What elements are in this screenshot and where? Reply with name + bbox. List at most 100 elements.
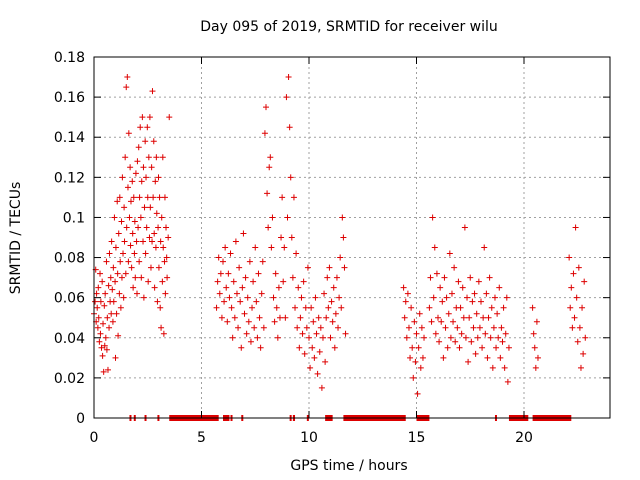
- data-point: [298, 294, 305, 301]
- data-point: [319, 334, 326, 341]
- data-point: [138, 178, 145, 185]
- data-point: [235, 324, 242, 331]
- data-point: [581, 278, 588, 285]
- data-point: [467, 274, 474, 281]
- data-point: [529, 304, 536, 311]
- data-point: [274, 334, 281, 341]
- data-point: [458, 330, 465, 337]
- data-point: [419, 354, 426, 361]
- data-point: [532, 364, 539, 371]
- data-point: [129, 178, 136, 185]
- data-point: [97, 298, 104, 305]
- data-point: [140, 294, 147, 301]
- data-point: [426, 304, 433, 311]
- data-point: [96, 338, 103, 345]
- data-point: [223, 284, 230, 291]
- data-point: [255, 270, 262, 277]
- data-point: [476, 324, 483, 331]
- data-point: [135, 224, 142, 231]
- data-point: [313, 330, 320, 337]
- data-point: [455, 278, 462, 285]
- data-point: [160, 244, 167, 251]
- data-point: [215, 254, 222, 261]
- data-point: [100, 368, 107, 375]
- data-point: [110, 298, 117, 305]
- data-point: [106, 324, 113, 331]
- x-tick-label: 0: [90, 430, 99, 446]
- data-point: [330, 284, 337, 291]
- data-point: [154, 298, 161, 305]
- data-point: [159, 278, 166, 285]
- data-point: [502, 330, 509, 337]
- data-point: [118, 274, 125, 281]
- data-point: [103, 258, 110, 265]
- data-point: [103, 346, 110, 353]
- data-point: [575, 264, 582, 271]
- data-point: [495, 334, 502, 341]
- data-point: [93, 290, 100, 297]
- data-point: [231, 314, 238, 321]
- data-point: [164, 274, 171, 281]
- data-point: [105, 282, 112, 289]
- data-point: [133, 238, 140, 245]
- data-point: [151, 284, 158, 291]
- data-point: [315, 314, 322, 321]
- data-point: [281, 244, 288, 251]
- data-point: [134, 290, 140, 297]
- data-point: [412, 358, 419, 365]
- data-point: [435, 314, 441, 321]
- data-point: [151, 230, 158, 237]
- data-point: [272, 270, 279, 277]
- data-point: [121, 238, 128, 245]
- data-point: [322, 358, 329, 365]
- data-point: [247, 338, 254, 345]
- data-point: [567, 304, 574, 311]
- data-point: [490, 324, 497, 331]
- data-point: [442, 324, 449, 331]
- data-point: [414, 390, 421, 397]
- data-point: [301, 350, 308, 357]
- data-point: [411, 318, 418, 325]
- data-point: [284, 214, 291, 221]
- data-point: [401, 314, 408, 321]
- data-point: [454, 324, 461, 331]
- data-point: [324, 274, 331, 281]
- data-point: [472, 350, 479, 357]
- data-point: [123, 84, 130, 91]
- data-point: [407, 354, 414, 361]
- data-point: [161, 258, 168, 265]
- data-point: [317, 324, 324, 331]
- data-point: [439, 298, 446, 305]
- data-point: [456, 344, 463, 351]
- data-point: [130, 194, 137, 201]
- data-point: [111, 214, 118, 221]
- data-point: [462, 334, 469, 341]
- data-point: [288, 234, 295, 241]
- data-point: [136, 258, 143, 265]
- data-point: [233, 290, 240, 297]
- data-point: [430, 294, 437, 301]
- data-point: [163, 224, 170, 231]
- data-point: [114, 198, 121, 205]
- data-point: [473, 310, 480, 317]
- data-point: [145, 278, 152, 285]
- data-point: [530, 330, 537, 337]
- data-point: [336, 294, 343, 301]
- data-point: [417, 364, 424, 371]
- data-point: [310, 318, 317, 325]
- data-point: [278, 234, 285, 241]
- data-point: [266, 164, 273, 171]
- data-point: [429, 214, 436, 221]
- data-point: [491, 294, 498, 301]
- data-point: [405, 324, 412, 331]
- data-point: [145, 154, 152, 161]
- data-point: [126, 214, 133, 221]
- data-point: [132, 274, 139, 281]
- data-point: [221, 298, 228, 305]
- data-point: [102, 290, 109, 297]
- data-point: [486, 274, 493, 281]
- data-point: [249, 304, 256, 311]
- data-point: [250, 278, 257, 285]
- data-point: [325, 304, 332, 311]
